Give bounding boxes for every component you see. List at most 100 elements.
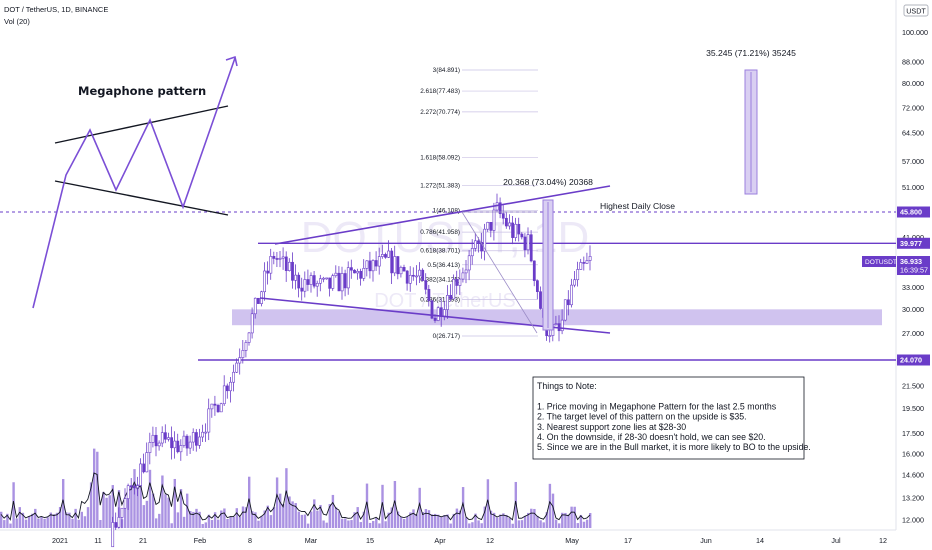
megaphone-schematic[interactable]	[32, 55, 238, 309]
candle-body	[297, 274, 301, 289]
volume-bar	[337, 511, 341, 528]
volume-bar	[294, 503, 297, 528]
currency-badge-frame[interactable]	[903, 4, 929, 17]
candle-body	[483, 228, 487, 252]
volume-bar	[418, 487, 421, 528]
volume-bar	[468, 523, 471, 528]
volume-bar	[77, 519, 80, 528]
candle-body	[529, 234, 533, 262]
volume-bar	[269, 515, 273, 528]
volume-bar	[282, 503, 285, 528]
candle-body	[145, 452, 149, 473]
volume-bar	[511, 523, 514, 528]
volume-bar	[251, 511, 254, 528]
volume-bar	[279, 493, 282, 528]
volume-bar	[344, 518, 347, 528]
candle-body	[136, 485, 139, 489]
notes-box[interactable]	[532, 376, 805, 460]
volume-bar	[561, 512, 564, 528]
volume-bar	[80, 511, 83, 528]
volume-bar	[480, 523, 483, 528]
volume-bar	[542, 522, 545, 528]
candle-body	[554, 323, 558, 325]
time-axis-tick: Mar	[305, 536, 318, 545]
price-axis-tick: 100.000	[902, 28, 928, 37]
fib-level-label: 0.382(34.125)	[420, 277, 460, 284]
candle-body	[195, 432, 198, 446]
candle-body	[353, 269, 356, 274]
candle-body	[309, 275, 313, 285]
volume-bar	[62, 479, 65, 528]
highest-close-label: Highest Daily Close	[600, 201, 675, 211]
volume-bar	[421, 512, 424, 528]
candle-body	[576, 269, 580, 281]
volume-bar	[489, 510, 493, 528]
volume-bar	[210, 520, 214, 528]
price-axis-tick: 33.000	[902, 283, 924, 292]
time-axis[interactable]: 2021 11 21 Feb 8 Mar 15 Apr 12 May 17 Jun 14 Jul 12	[52, 536, 887, 545]
candle-body	[570, 284, 573, 306]
volume-bar	[517, 520, 521, 528]
candle-body	[514, 223, 518, 238]
volume-bar	[124, 501, 127, 528]
candle-body	[408, 274, 412, 284]
volume-bar	[291, 501, 294, 528]
time-axis-tick: 21	[139, 536, 147, 545]
candle-body	[281, 256, 285, 259]
candle-body	[222, 385, 226, 405]
volume-bar	[483, 506, 486, 528]
candle-body	[238, 357, 242, 364]
candle-body	[303, 279, 307, 292]
candle-body	[430, 300, 434, 319]
megaphone-upper-line[interactable]	[274, 185, 611, 245]
candle-body	[387, 250, 391, 258]
volume-bar	[452, 513, 455, 528]
candle-body	[442, 309, 446, 317]
note-line: 4. On the downside, if 28-30 doesn't hol…	[537, 432, 766, 442]
volume-bar	[533, 508, 536, 528]
volume-bar	[372, 521, 375, 528]
candle-body	[120, 507, 124, 518]
resistance-high-tag-label: 45.800	[900, 208, 922, 217]
last-price-label: 36.933	[900, 257, 922, 266]
volume-bar	[440, 517, 443, 528]
candle-body	[393, 256, 397, 274]
volume-bar	[514, 481, 517, 528]
candle-body	[275, 258, 279, 260]
support-zone[interactable]	[232, 309, 882, 326]
symbol-header[interactable]: DOT / TetherUS, 1D, BINANCE	[4, 5, 109, 14]
volume-bar	[195, 508, 198, 528]
volume-bar	[477, 520, 480, 528]
volume-bar	[368, 522, 372, 528]
horizontal-levels	[0, 211, 896, 361]
price-axis-tick: 17.500	[902, 429, 924, 438]
candle-body	[415, 275, 418, 278]
volume-bar	[303, 514, 307, 528]
volume-bar	[161, 475, 164, 528]
fibonacci-levels: 3(84.891) 2.618(77.483) 2.272(70.774) 1.618…	[420, 67, 538, 340]
volume-bar	[573, 506, 576, 528]
volume-bar	[27, 516, 31, 528]
volume-indicator-label[interactable]: Vol (20)	[4, 17, 30, 26]
time-axis-tick: 12	[879, 536, 887, 545]
volume-bar	[192, 511, 195, 528]
candlesticks	[111, 193, 592, 548]
candle-body	[250, 313, 254, 334]
schematic-upper-line	[54, 105, 229, 144]
volume-bar	[182, 516, 186, 528]
candle-body	[164, 432, 167, 440]
volume-bar	[582, 521, 586, 528]
volume-bar	[83, 516, 87, 528]
volume-bar	[40, 516, 43, 528]
volume-bar	[427, 510, 431, 528]
fib-level-label: 1.272(51.383)	[420, 183, 460, 190]
candle-body	[526, 234, 530, 251]
price-axis[interactable]: 100.000 88.000 80.000 72.000 64.500 57.000 51.…	[902, 28, 928, 525]
candle-body	[318, 278, 322, 284]
support-tag-label: 24.070	[900, 356, 922, 365]
volume-bar	[325, 522, 328, 528]
price-axis-tick: 51.000	[902, 183, 924, 192]
megaphone-title: Megaphone pattern	[78, 84, 206, 98]
